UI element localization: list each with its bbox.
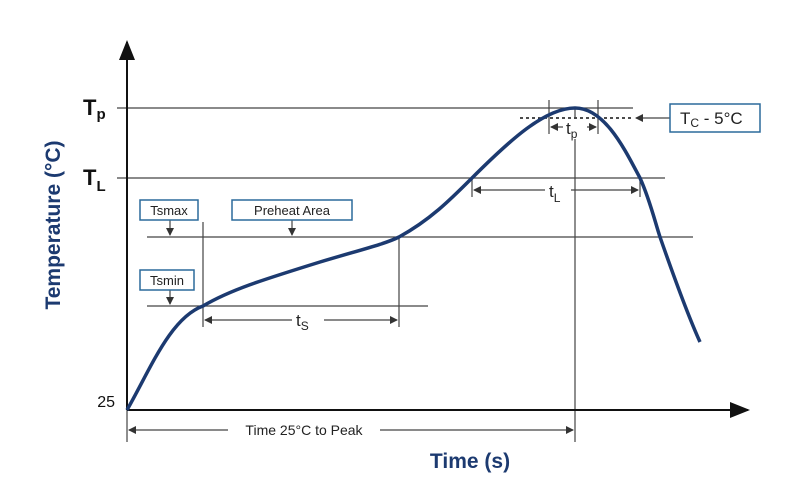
tl-label: TL (83, 165, 106, 195)
tc-sub: C (690, 116, 699, 130)
ts-base: t (296, 311, 301, 330)
tp-interval-sub: p (571, 127, 578, 141)
tc-base: T (680, 109, 690, 128)
tl-sub: L (96, 178, 105, 195)
guides (117, 100, 693, 442)
ts-label: tS (296, 311, 309, 333)
tp-interval-label: tp (566, 119, 578, 141)
tsmin-label: Tsmin (150, 273, 184, 288)
tp-label: Tp (83, 95, 106, 123)
tp-interval-base: t (566, 119, 571, 138)
tl-interval-sub: L (554, 191, 561, 205)
tl-interval-label: tL (549, 182, 561, 205)
tsmax-box (139, 199, 199, 221)
ts-label-bg (292, 310, 324, 330)
axes (119, 40, 750, 418)
tl-base: T (83, 165, 97, 190)
preheat-label: Preheat Area (254, 203, 331, 218)
tc-rest: - 5°C (699, 109, 743, 128)
profile-curve (125, 106, 702, 411)
to-peak-label: Time 25°C to Peak (245, 422, 363, 438)
tsmin-box (139, 269, 195, 291)
tl-interval-base: t (549, 182, 554, 201)
x-axis-label: Time (s) (430, 450, 510, 473)
tsmax-label: Tsmax (150, 203, 188, 218)
y-origin-label: 25 (97, 394, 115, 411)
y-axis-label: Temperature (°C) (42, 140, 65, 309)
tl-label-bg (545, 180, 571, 202)
preheat-box (231, 199, 353, 221)
tp-base: T (83, 95, 97, 120)
tp-label-bg (563, 119, 587, 139)
tc-label: TC - 5°C (680, 109, 743, 130)
ts-sub: S (301, 319, 309, 333)
to-peak-bg (228, 422, 380, 438)
tc-box (669, 103, 761, 133)
tp-sub: p (96, 106, 105, 123)
